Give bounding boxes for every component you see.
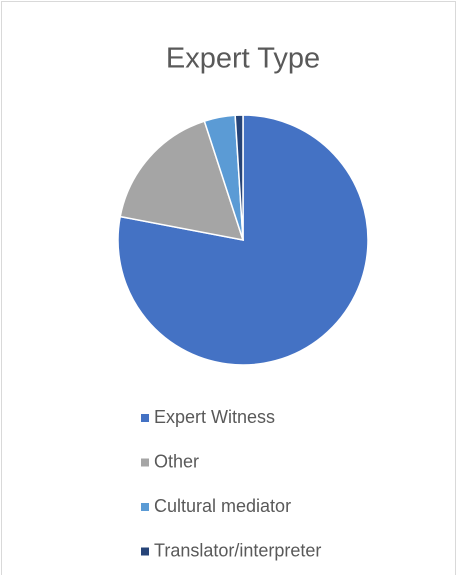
legend-swatch — [141, 458, 149, 467]
pie-slice — [234, 114, 244, 241]
legend-label: Expert Witness — [154, 407, 275, 427]
legend-label: Translator/interpreter — [154, 540, 321, 560]
legend-swatch — [141, 414, 149, 422]
legend-swatch — [141, 547, 149, 556]
legend-swatch — [141, 503, 149, 511]
legend-label: Cultural mediator — [154, 496, 291, 516]
legend-label: Other — [154, 451, 199, 471]
pie-slice — [119, 120, 245, 241]
chart-title: Expert Type — [166, 43, 320, 75]
